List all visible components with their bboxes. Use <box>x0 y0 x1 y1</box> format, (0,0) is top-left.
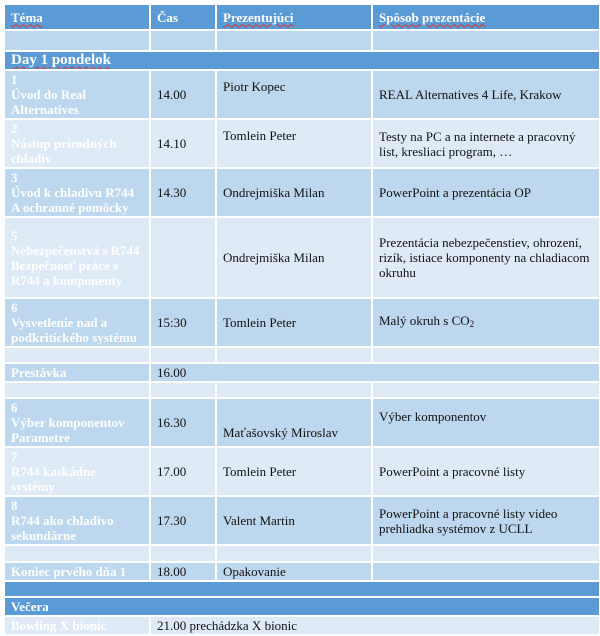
table-row: 8 R744 ako chladivo sekundárne 17.30 Valen… <box>3 495 600 546</box>
header-topic: Téma <box>3 3 151 31</box>
table-row: 5 Nebezpečenstvá s R744 Bezpečnosť práce … <box>3 216 600 299</box>
day-title: Day 1 pondelok <box>3 50 600 71</box>
table-row: 1 Úvod do Real Alternatives 14.00 Piotr Ko… <box>3 69 600 120</box>
break-row: Prestávka 16.00 <box>3 362 600 383</box>
table-row: 7 R744 kaskádne systémy 17.00 Tomlein Pete… <box>3 446 600 497</box>
empty-row <box>3 29 600 52</box>
day-row: Day 1 pondelok <box>3 50 600 71</box>
table-row: 6 Vysvetlenie nad a podkritického systému… <box>3 297 600 348</box>
bowling-row: Bowling X bionic 21.00 prechádzka X bioni… <box>3 615 600 636</box>
header-presenter: Prezentujúci <box>215 3 373 31</box>
empty-row <box>3 544 600 563</box>
header-time: Čas <box>149 3 217 31</box>
empty-row <box>3 381 600 399</box>
empty-row <box>3 346 600 364</box>
table-row: 6 Výber komponentov Parametre 16.30 Maťašo… <box>3 397 600 448</box>
schedule-table: Téma Čas Prezentujúci Spôsob prezentácie… <box>3 3 600 636</box>
header-row: Téma Čas Prezentujúci Spôsob prezentácie <box>3 3 600 31</box>
spacer-row <box>3 580 600 598</box>
dinner-row: Večera <box>3 596 600 617</box>
table-row: 3 Úvod k chladivu R744 A ochranné pomôcky… <box>3 167 600 218</box>
end-row: Koniec prvého dňa 1 18.00 Opakovanie <box>3 561 600 582</box>
table-row: 2 Nástup prírodných chladív 14.10 Tomlein … <box>3 118 600 169</box>
header-method: Spôsob prezentácie <box>371 3 600 31</box>
